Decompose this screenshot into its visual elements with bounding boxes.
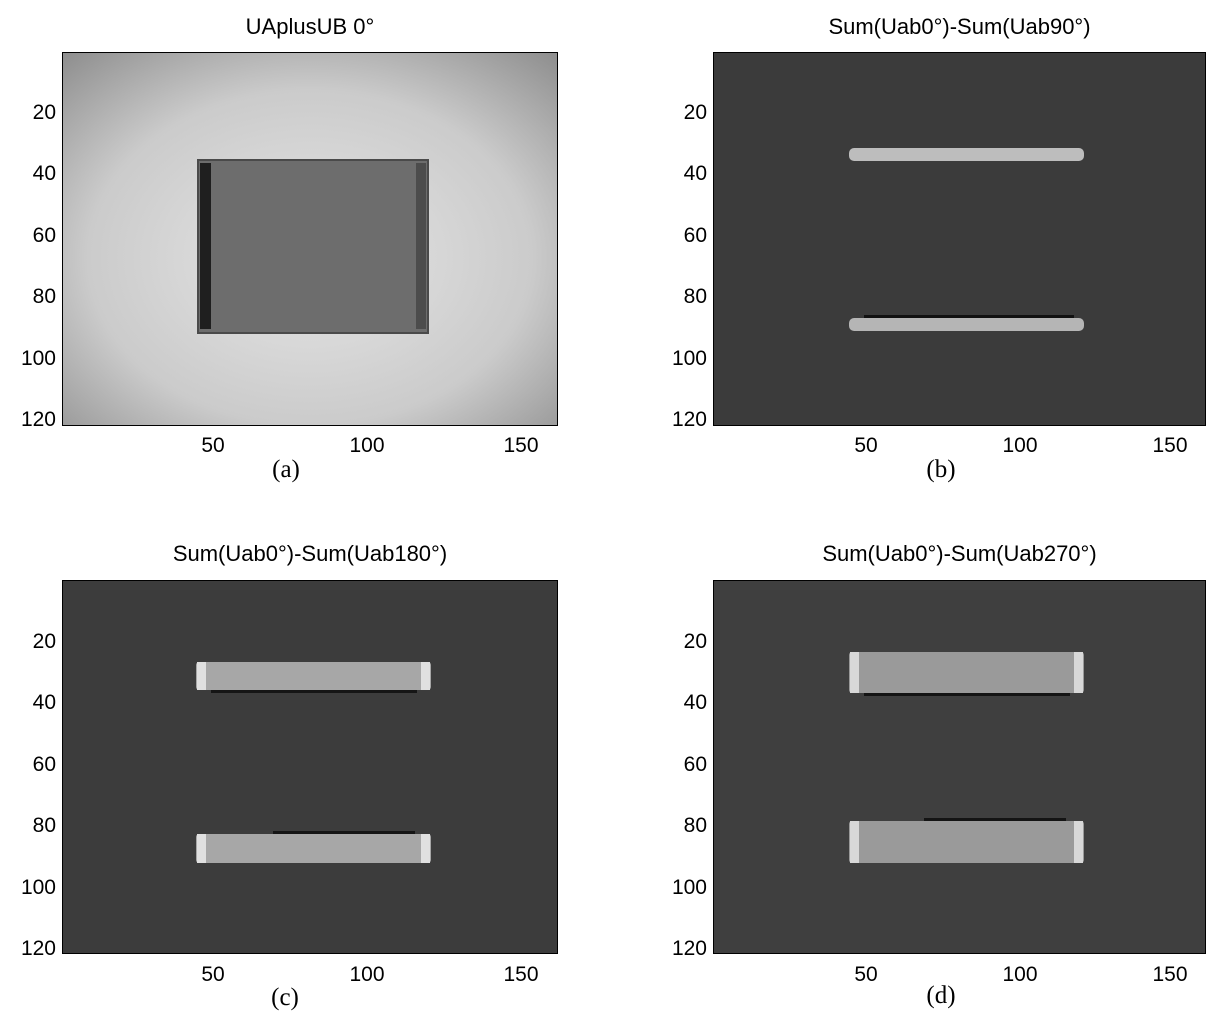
panel-d-image	[713, 580, 1206, 954]
panel-b-ytick-120: 120	[671, 408, 707, 431]
panel-d-xtick-150: 150	[1152, 963, 1188, 986]
panel-b-image	[713, 52, 1206, 426]
panel-d-title: Sum(Uab0°)-Sum(Uab270°)	[822, 541, 1097, 566]
panel-c-ytick-100: 100	[20, 876, 56, 899]
panel-a-ytick-120: 120	[20, 408, 56, 431]
panel-b-xtick-50: 50	[854, 434, 878, 457]
panel-b-title: Sum(Uab0°)-Sum(Uab90°)	[828, 14, 1091, 39]
panel-c-title: Sum(Uab0°)-Sum(Uab180°)	[172, 541, 448, 566]
panel-a-ytick-40: 40	[32, 162, 56, 185]
panel-a-ytick-60: 60	[32, 224, 56, 247]
panel-d-ytick-20: 20	[683, 630, 707, 653]
panel-d-ytick-120: 120	[671, 937, 707, 960]
panel-d-ytick-60: 60	[683, 753, 707, 776]
panel-c-caption: (c)	[271, 984, 299, 1011]
panel-c-xtick-100: 100	[349, 963, 385, 986]
panel-d-xtick-100: 100	[1002, 963, 1038, 986]
panel-b-ytick-20: 20	[683, 101, 707, 124]
panel-b-ytick-80: 80	[683, 285, 707, 308]
panel-c-ytick-120: 120	[20, 937, 56, 960]
panel-a-title: UAplusUB 0°	[245, 14, 375, 39]
panel-a-ytick-100: 100	[20, 347, 56, 370]
panel-a-ytick-20: 20	[32, 101, 56, 124]
panel-c-ytick-40: 40	[32, 691, 56, 714]
panel-d-caption: (d)	[926, 982, 956, 1009]
panel-c-ytick-60: 60	[32, 753, 56, 776]
panel-a-xtick-150: 150	[503, 434, 539, 457]
panel-d-ytick-80: 80	[683, 814, 707, 837]
panel-a-caption: (a)	[272, 456, 300, 483]
panel-d-ytick-100: 100	[671, 876, 707, 899]
panel-a-xtick-50: 50	[201, 434, 225, 457]
panel-a-ytick-80: 80	[32, 285, 56, 308]
panel-b-caption: (b)	[926, 456, 956, 483]
panel-c-ytick-80: 80	[32, 814, 56, 837]
panel-c-image	[62, 580, 558, 954]
panel-b-ytick-60: 60	[683, 224, 707, 247]
panel-a-image	[62, 52, 558, 426]
panel-d-ytick-40: 40	[683, 691, 707, 714]
panel-a-xtick-100: 100	[349, 434, 385, 457]
panel-c-xtick-150: 150	[503, 963, 539, 986]
panel-c-ytick-20: 20	[32, 630, 56, 653]
panel-b-ytick-40: 40	[683, 162, 707, 185]
panel-d-xtick-50: 50	[854, 963, 878, 986]
panel-b-xtick-100: 100	[1002, 434, 1038, 457]
panel-b-xtick-150: 150	[1152, 434, 1188, 457]
panel-c-xtick-50: 50	[201, 963, 225, 986]
panel-b-ytick-100: 100	[671, 347, 707, 370]
